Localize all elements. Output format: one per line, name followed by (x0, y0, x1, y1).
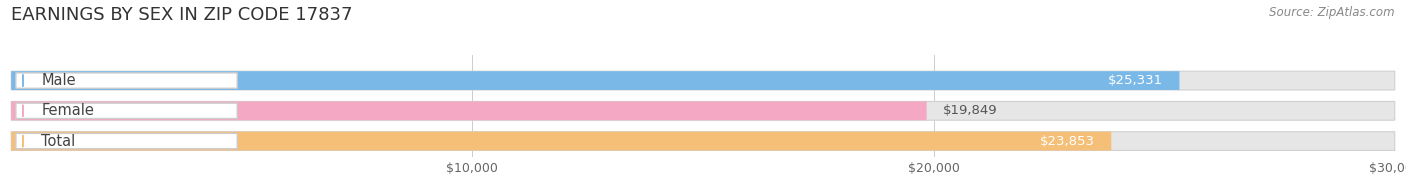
FancyBboxPatch shape (11, 132, 1395, 151)
FancyBboxPatch shape (15, 103, 238, 119)
FancyBboxPatch shape (15, 73, 238, 88)
Text: EARNINGS BY SEX IN ZIP CODE 17837: EARNINGS BY SEX IN ZIP CODE 17837 (11, 6, 353, 24)
FancyBboxPatch shape (11, 71, 1395, 90)
Text: Male: Male (41, 73, 76, 88)
FancyBboxPatch shape (11, 102, 1395, 120)
Text: $25,331: $25,331 (1108, 74, 1163, 87)
Text: Total: Total (41, 133, 76, 149)
Text: $19,849: $19,849 (943, 104, 997, 117)
FancyBboxPatch shape (15, 133, 238, 149)
Text: $23,853: $23,853 (1040, 135, 1095, 148)
FancyBboxPatch shape (11, 102, 927, 120)
Text: Source: ZipAtlas.com: Source: ZipAtlas.com (1270, 6, 1395, 19)
FancyBboxPatch shape (11, 132, 1111, 151)
Text: Female: Female (41, 103, 94, 118)
FancyBboxPatch shape (11, 71, 1180, 90)
